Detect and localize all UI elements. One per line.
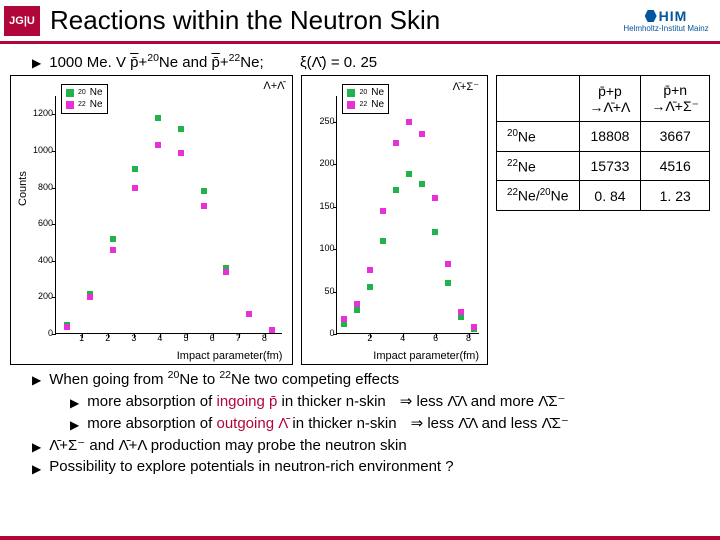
mid-row: 20Ne 22Ne 02004006008001000120012345678 … (10, 75, 710, 365)
him-logo: HIM Helmholtz-Institut Mainz (618, 4, 714, 38)
bullet-icon: ▶ (32, 440, 41, 454)
table-row: 22Ne/20Ne 0. 841. 23 (497, 181, 710, 211)
plot-area-right: 0501001502002502468 (336, 96, 479, 334)
him-subtext: Helmholtz-Institut Mainz (623, 24, 708, 33)
table-empty-cell (497, 76, 580, 122)
table-col1-header: p̄+p→Λ̄+Λ (579, 76, 641, 122)
bullet-icon: ▶ (32, 56, 41, 70)
plot-area-left: 02004006008001000120012345678 (55, 96, 282, 334)
slide-title: Reactions within the Neutron Skin (50, 5, 618, 36)
reaction-text: 1000 Me. V p̄+20Ne and p̄+22Ne; ξ(Λ̄) = … (49, 52, 377, 71)
sub-bullet-1: ▶ more absorption of ingoing p̄ in thick… (70, 392, 710, 410)
bullet-icon: ▶ (32, 373, 41, 387)
him-text: HIM (659, 8, 688, 24)
x-axis-label-right: Impact parameter(fm) (373, 350, 479, 362)
chart-left: 20Ne 22Ne 02004006008001000120012345678 … (10, 75, 293, 365)
bullet-probe: ▶ Λ̄+Σ⁻ and Λ̄+Λ production may probe th… (32, 436, 710, 454)
bottom-text: ▶ When going from 20Ne to 22Ne two compe… (10, 369, 710, 476)
content: ▶ 1000 Me. V p̄+20Ne and p̄+22Ne; ξ(Λ̄) … (0, 44, 720, 476)
footer-accent-bar (0, 536, 720, 540)
bullet-competing: ▶ When going from 20Ne to 22Ne two compe… (32, 369, 710, 388)
chart-right: 20Ne 22Ne 0501001502002502468 Λ̄+Σ⁻ Impa… (301, 75, 488, 365)
table-col2-header: p̄+n→Λ̄+Σ⁻ (641, 76, 710, 122)
table-row: 20Ne 188083667 (497, 122, 710, 152)
sub-bullet-2: ▶ more absorption of outgoing Λ̄ in thic… (70, 414, 710, 432)
jgu-logo: JG|U (4, 6, 40, 36)
bullet-icon: ▶ (70, 396, 79, 410)
x-axis-label-left: Impact parameter(fm) (177, 350, 283, 362)
results-table: p̄+p→Λ̄+Λ p̄+n→Λ̄+Σ⁻ 20Ne 188083667 22Ne… (496, 75, 710, 211)
table-row: 22Ne 157334516 (497, 151, 710, 181)
line-reaction-spec: ▶ 1000 Me. V p̄+20Ne and p̄+22Ne; ξ(Λ̄) … (32, 52, 710, 71)
bullet-icon: ▶ (70, 418, 79, 432)
bullet-icon: ▶ (32, 462, 41, 476)
bullet-potentials: ▶ Possibility to explore potentials in n… (32, 458, 710, 476)
header: JG|U Reactions within the Neutron Skin H… (0, 0, 720, 44)
chart-right-title: Λ̄+Σ⁻ (453, 80, 479, 93)
y-axis-label-left: Counts (17, 171, 29, 206)
chart-left-title: Λ+Λ̄ (263, 80, 284, 92)
